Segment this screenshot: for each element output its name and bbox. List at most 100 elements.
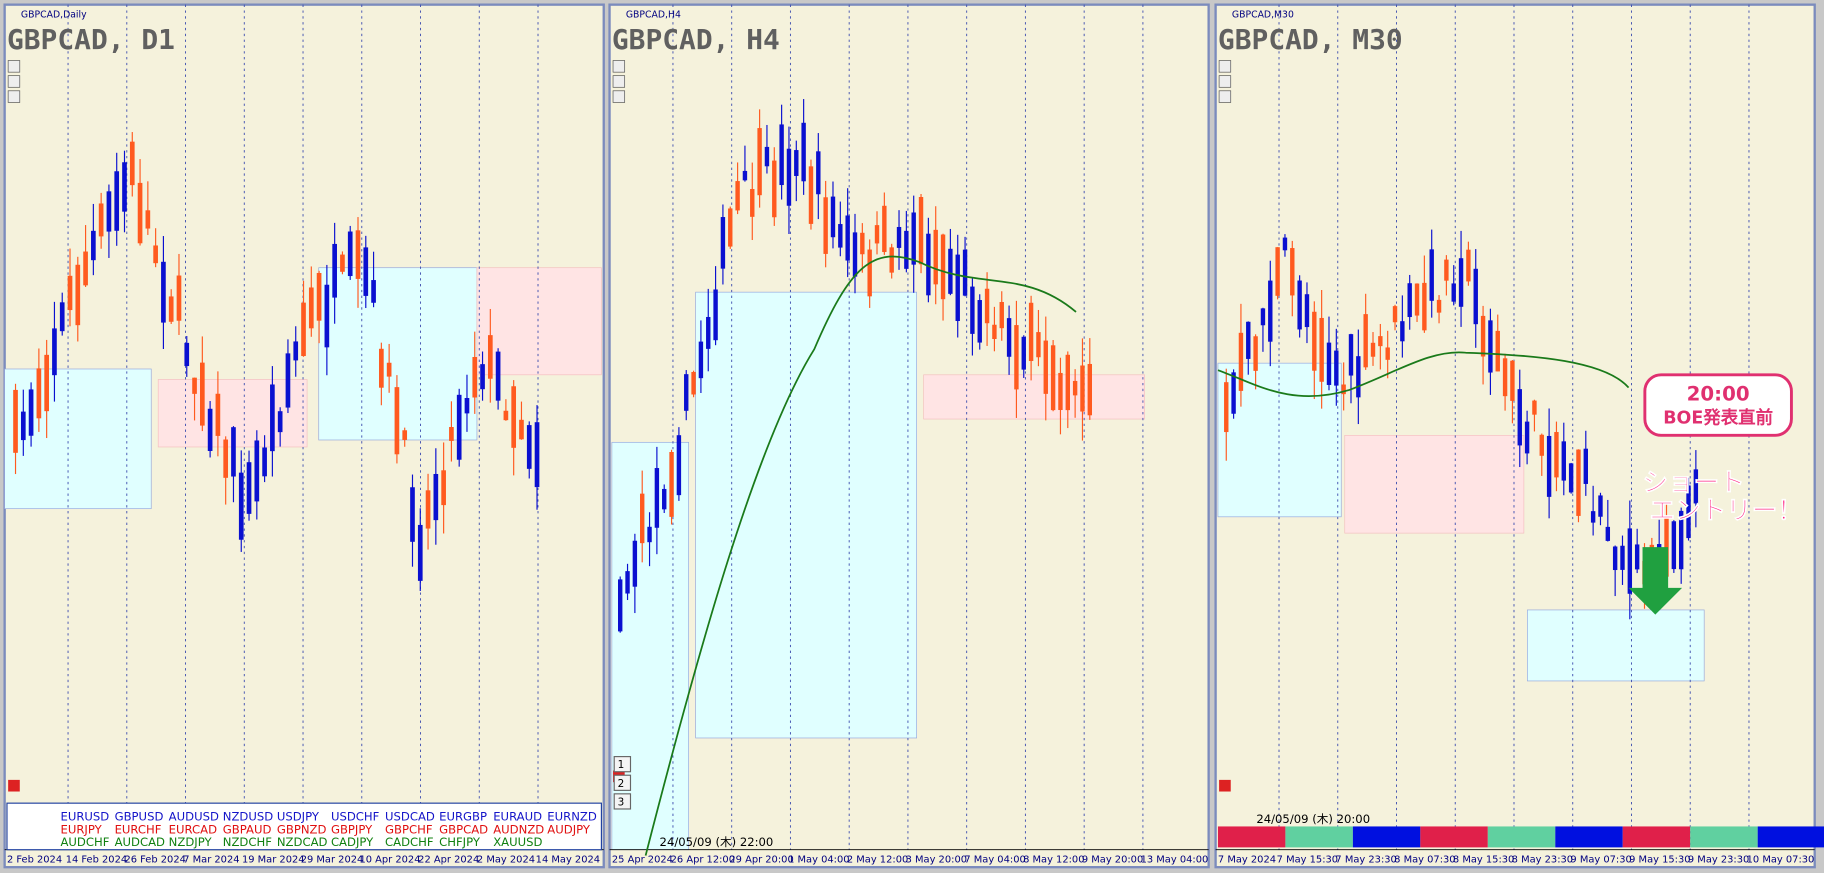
candle-body: [246, 462, 252, 514]
candle-body: [67, 275, 73, 311]
chart-title: GBPCAD, H4: [612, 23, 780, 56]
candle-body: [1686, 485, 1691, 539]
symbol-link[interactable]: AUDCHF: [60, 835, 109, 849]
candle-body: [882, 205, 887, 253]
scale-button[interactable]: [7, 60, 21, 73]
symbol-link[interactable]: CADCHF: [385, 835, 434, 849]
candle-body: [1304, 294, 1310, 328]
candle-body: [845, 215, 850, 261]
symbol-link[interactable]: GBPCHF: [385, 822, 433, 836]
symbol-link[interactable]: USDCHF: [331, 810, 380, 824]
candle-body: [1590, 511, 1596, 523]
candle-body: [1451, 283, 1456, 302]
symbol-link[interactable]: USDCAD: [385, 810, 435, 824]
symbol-link[interactable]: CHFJPY: [439, 835, 481, 849]
candle-body: [1348, 334, 1354, 376]
scale-button[interactable]: [7, 75, 21, 88]
candle-body: [176, 275, 182, 321]
symbol-link[interactable]: GBPCAD: [439, 822, 488, 836]
x-axis-label: 8 May 15:30: [1453, 855, 1514, 866]
candle-body: [215, 393, 221, 436]
x-axis-label: 14 Feb 2024: [66, 855, 127, 866]
x-axis-label: 10 May 07:30: [1747, 855, 1815, 866]
symbol-link[interactable]: NZDCAD: [277, 835, 328, 849]
symbol-link[interactable]: EURNZD: [547, 810, 597, 824]
chart-title: GBPCAD, M30: [1218, 23, 1403, 56]
candle-body: [75, 264, 81, 326]
symbol-link[interactable]: GBPAUD: [223, 822, 272, 836]
chart-button[interactable]: [613, 756, 632, 773]
candle-body: [1488, 320, 1493, 373]
symbol-link[interactable]: GBPNZD: [277, 822, 327, 836]
symbol-link[interactable]: EURCHF: [115, 822, 162, 836]
symbol-link[interactable]: EURUSD: [60, 810, 109, 824]
candle-body: [816, 151, 821, 195]
symbol-link[interactable]: XAUUSD: [493, 835, 542, 849]
moving-average: [644, 255, 1077, 856]
symbol-link[interactable]: EURGBP: [439, 810, 487, 824]
candle-body: [764, 146, 770, 167]
symbol-link[interactable]: EURCAD: [169, 822, 217, 836]
chart-button[interactable]: [613, 774, 632, 791]
symbol-link[interactable]: AUDUSD: [169, 810, 219, 824]
candle-body: [1334, 350, 1339, 386]
x-axis-label: 8 May 23:30: [1512, 855, 1573, 866]
candle-body: [1583, 448, 1589, 484]
candle-body: [1554, 432, 1559, 478]
x-axis-label: 13 May 04:00: [1141, 855, 1209, 866]
chart-title: GBPCAD, D1: [7, 23, 175, 56]
symbol-link[interactable]: AUDJPY: [547, 822, 591, 836]
candle-body: [1620, 545, 1625, 570]
candle-body: [519, 419, 524, 440]
candle-body: [1561, 441, 1566, 481]
symbol-link[interactable]: GBPUSD: [115, 810, 164, 824]
symbol-link[interactable]: NZDCHF: [223, 835, 272, 849]
candle-body: [98, 203, 104, 237]
scale-button[interactable]: [1218, 60, 1232, 73]
symbol-link[interactable]: AUDCAD: [115, 835, 165, 849]
candle-body: [1392, 306, 1398, 323]
candle-body: [999, 301, 1004, 329]
x-axis-label: 9 May 20:00: [1082, 855, 1143, 866]
symbol-link[interactable]: AUDNZD: [493, 822, 544, 836]
scale-button[interactable]: [7, 90, 21, 103]
symbol-link[interactable]: GBPJPY: [331, 822, 373, 836]
zone-box: [318, 267, 478, 441]
candle-body: [137, 182, 143, 244]
scale-button[interactable]: [612, 90, 626, 103]
candle-body: [316, 272, 322, 321]
symbol-link[interactable]: USDJPY: [277, 810, 320, 824]
symbol-link[interactable]: CADJPY: [331, 835, 374, 849]
chart-button[interactable]: [613, 793, 632, 810]
symbol-link[interactable]: EURAUD: [493, 810, 542, 824]
symbol-link[interactable]: NZDUSD: [223, 810, 273, 824]
scale-button[interactable]: [1218, 90, 1232, 103]
zone-box: [1527, 609, 1705, 682]
candle-body: [1006, 318, 1012, 357]
scale-button[interactable]: [612, 60, 626, 73]
candle-body: [794, 150, 799, 176]
zone-box: [1344, 434, 1525, 534]
candle-body: [1495, 330, 1500, 372]
scale-button[interactable]: [1218, 75, 1232, 88]
scale-button[interactable]: [612, 75, 626, 88]
candle-body: [340, 254, 345, 272]
symbol-list-background: [6, 802, 602, 851]
candle-body: [480, 364, 485, 390]
x-axis-label: 2 May 12:00: [847, 855, 908, 866]
candle-body: [1532, 400, 1537, 415]
candle-body: [59, 302, 65, 332]
candle-body: [231, 427, 236, 477]
candle-body: [161, 261, 166, 323]
close-button[interactable]: [8, 779, 20, 792]
annotation-entry: エントリー！: [1650, 496, 1803, 526]
candle-body: [1634, 544, 1640, 570]
x-axis-label: 29 Mar 2024: [301, 855, 364, 866]
symbol-link[interactable]: NZDJPY: [169, 835, 213, 849]
symbol-link[interactable]: EURJPY: [60, 822, 102, 836]
candle-body: [926, 233, 931, 296]
candle-body: [691, 371, 696, 395]
x-axis-label: 7 May 04:00: [964, 855, 1025, 866]
candle-body: [955, 254, 960, 322]
close-button[interactable]: [1219, 779, 1231, 792]
